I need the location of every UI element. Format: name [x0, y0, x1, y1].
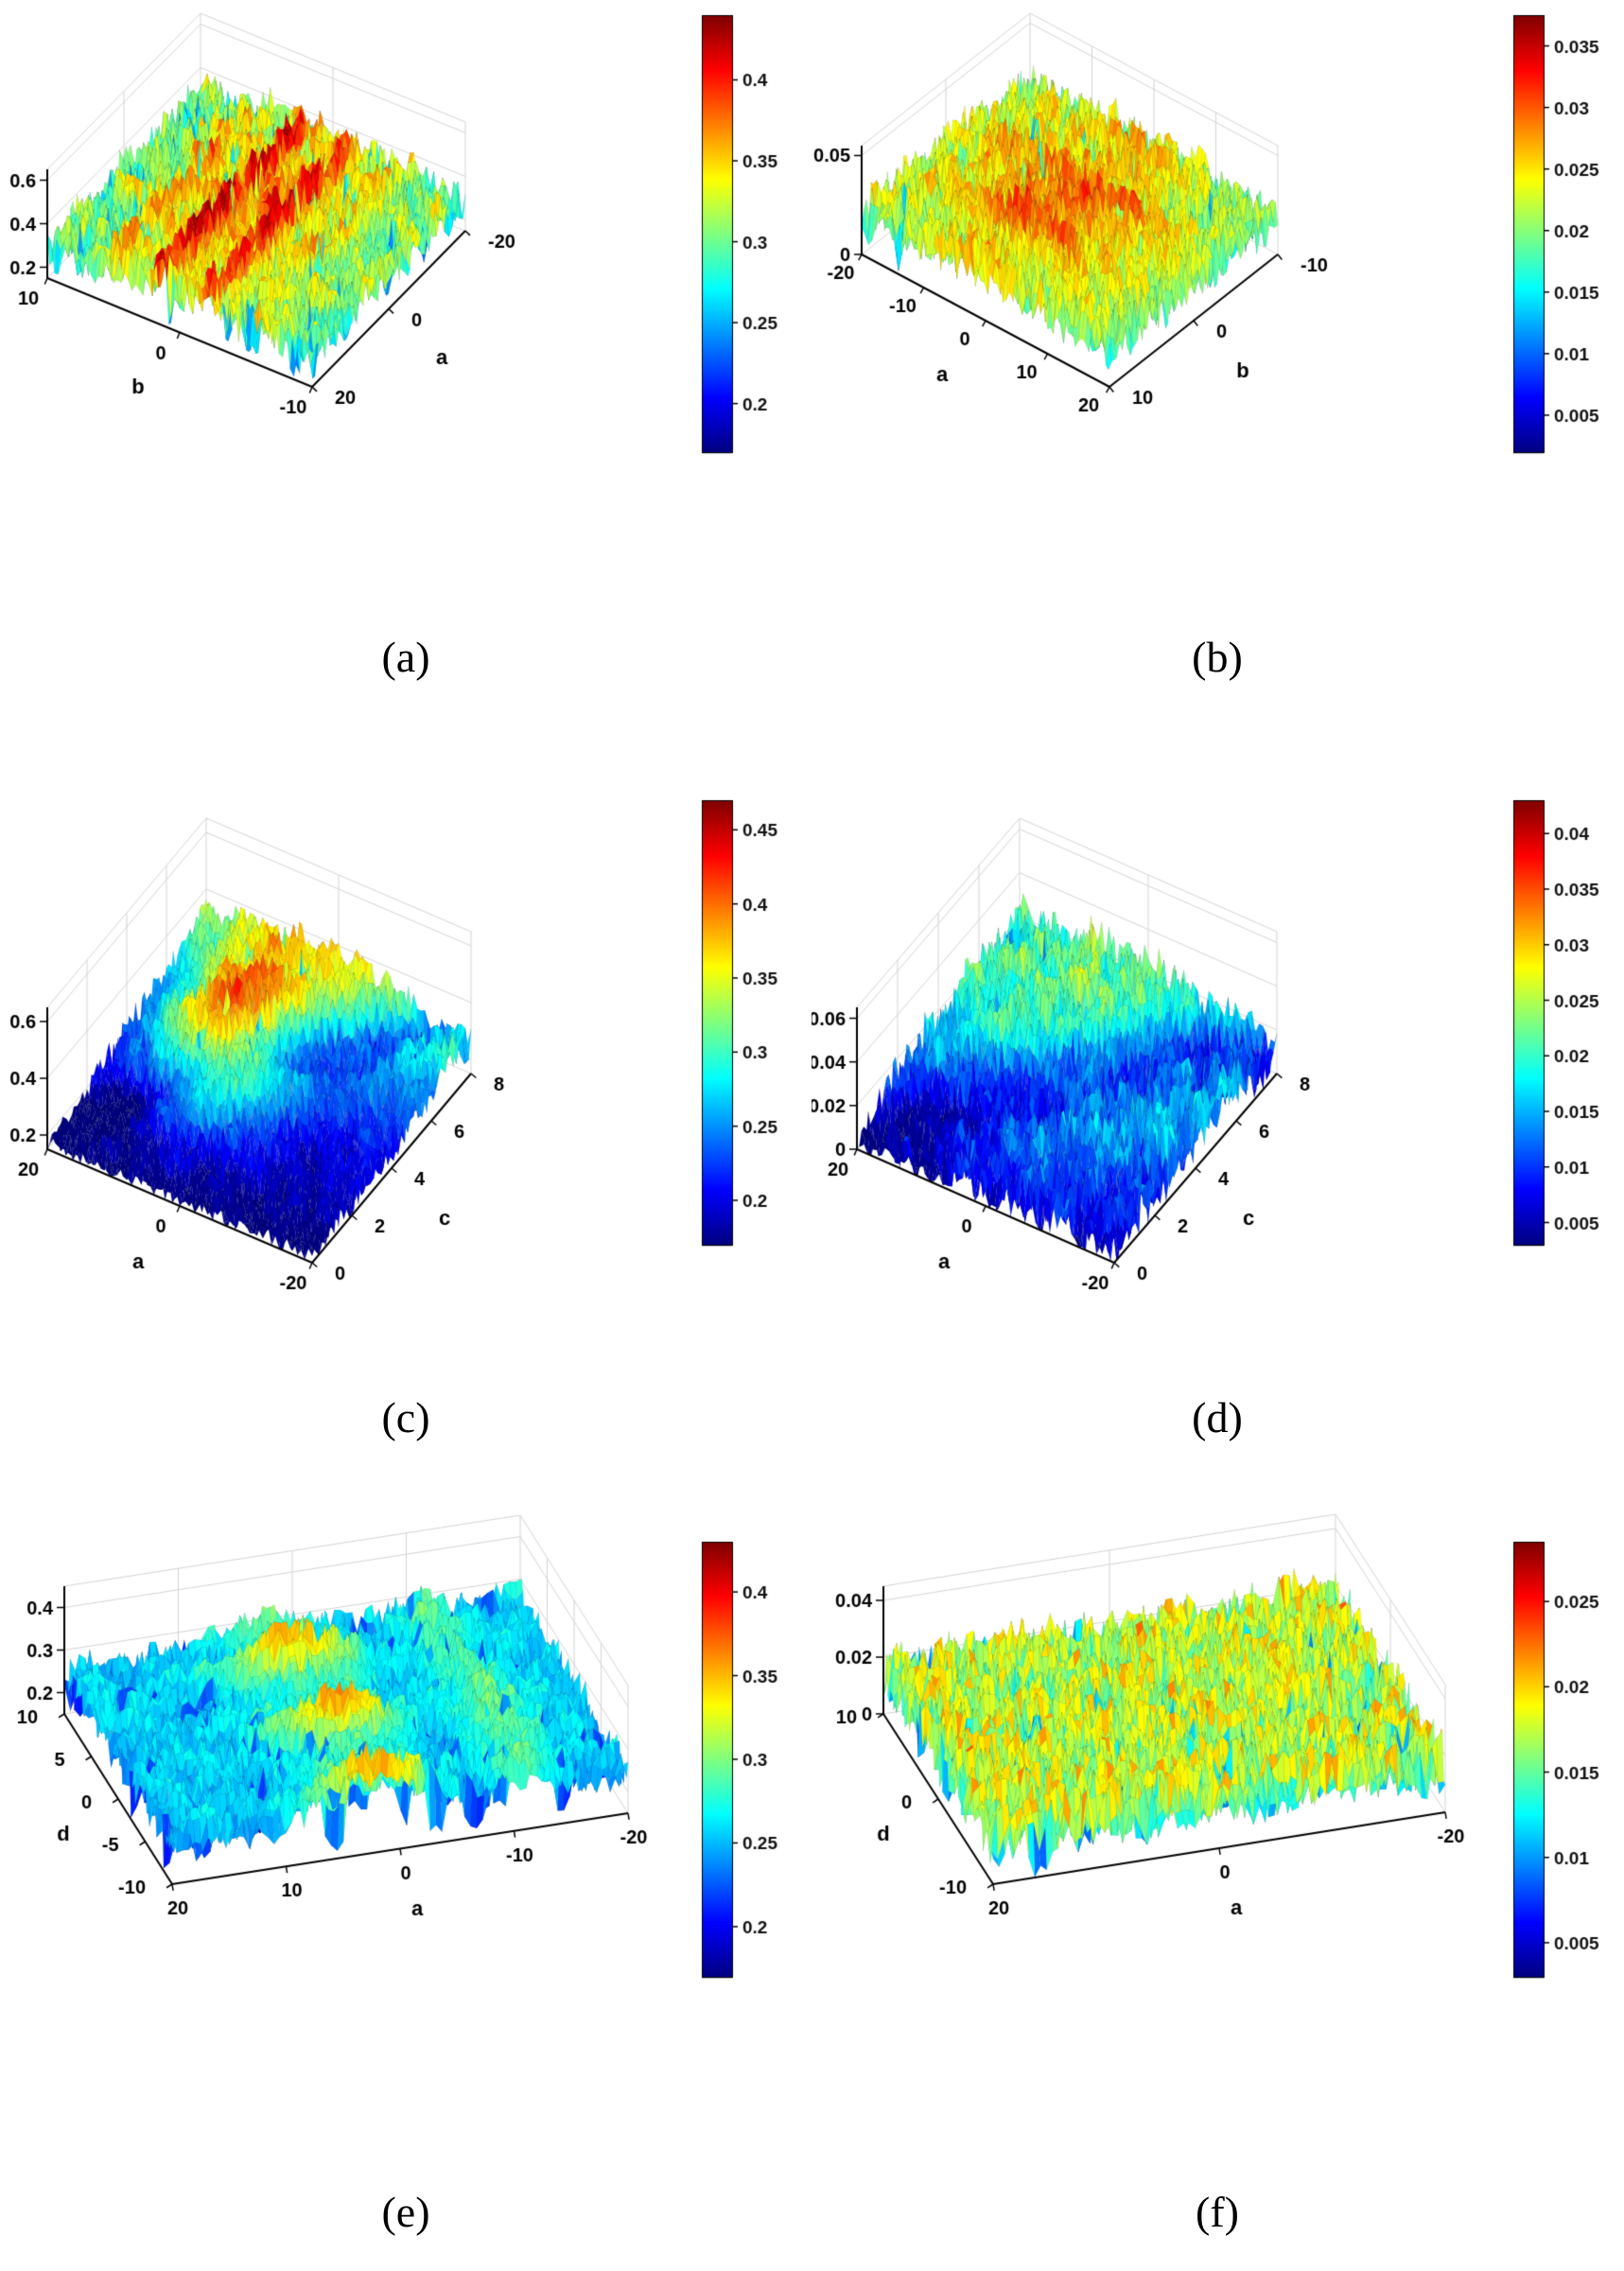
subplot-e-caption: (e) [381, 2188, 430, 2236]
subplot-d [812, 757, 1623, 1381]
subplot-b [812, 4, 1623, 496]
subplot-e [0, 1513, 812, 2175]
subplot-a-caption: (a) [381, 633, 430, 681]
subplot-c [0, 757, 812, 1381]
subplot-d-caption: (d) [1192, 1393, 1243, 1441]
subplot-c-caption: (c) [381, 1393, 430, 1441]
surface-plot-f-canvas [812, 1513, 1623, 2175]
subplot-f-caption: (f) [1196, 2188, 1239, 2236]
subplot-a [0, 4, 812, 496]
surface-plot-e-canvas [0, 1513, 812, 2175]
subplot-b-caption: (b) [1192, 633, 1243, 681]
surface-plot-c-canvas [0, 757, 812, 1381]
subplot-f [812, 1513, 1623, 2175]
surface-plot-a-canvas [0, 4, 812, 496]
surface-plot-d-canvas [812, 757, 1623, 1381]
surface-plot-b-canvas [812, 4, 1623, 496]
